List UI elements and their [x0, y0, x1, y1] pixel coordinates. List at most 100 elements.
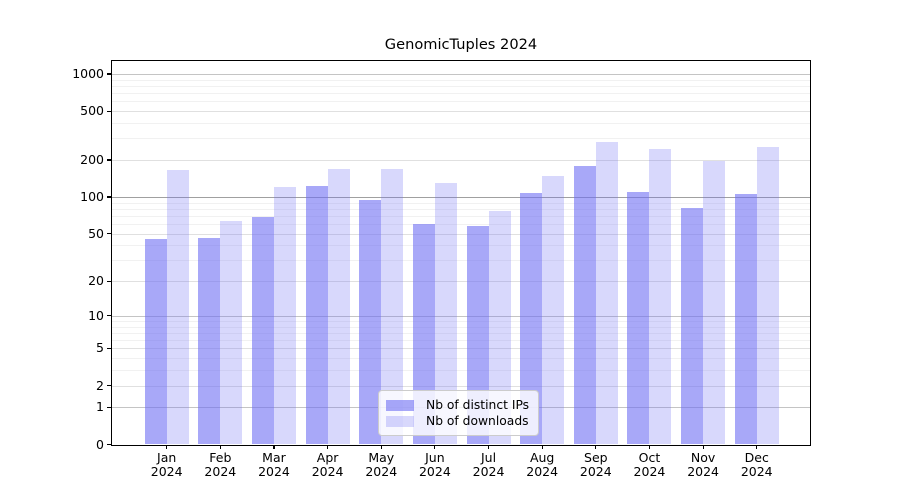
bar-distinct-ips-jul: [466, 225, 489, 445]
x-tick: [166, 444, 168, 449]
y-tick-label: 0: [96, 436, 104, 452]
x-tick: [434, 444, 436, 449]
x-tick-label: Feb 2024: [204, 449, 237, 479]
y-tick: [107, 406, 112, 408]
legend-swatch-downloads: [386, 415, 414, 427]
bar-downloads-apr: [327, 169, 350, 445]
y-tick-label: 20: [88, 273, 104, 289]
legend-row-distinct-ips: Nb of distinct IPs: [386, 398, 529, 412]
bar-distinct-ips-jun: [412, 224, 435, 445]
bar-distinct-ips-sep: [573, 166, 596, 445]
gridline-minor: [112, 332, 810, 334]
gridline-major: [112, 281, 810, 283]
gridline-minor: [112, 326, 810, 328]
y-tick-label: 50: [88, 225, 104, 241]
gridline-minor: [112, 101, 810, 103]
legend-row-downloads: Nb of downloads: [386, 414, 529, 428]
legend-label-downloads: Nb of downloads: [426, 414, 529, 428]
gridline-major: [112, 160, 810, 162]
y-tick-label: 200: [80, 152, 104, 168]
y-tick-label: 10: [88, 307, 104, 323]
y-tick-label: 2: [96, 377, 104, 393]
x-tick: [487, 444, 490, 449]
x-tick-label: Oct 2024: [633, 449, 666, 479]
gridline-minor: [112, 215, 810, 217]
bar-distinct-ips-aug: [520, 193, 543, 445]
legend-swatch-distinct-ips: [386, 399, 414, 411]
y-tick: [107, 443, 112, 446]
x-tick-label: Jun 2024: [418, 449, 451, 479]
gridline-major: [112, 197, 810, 198]
bar-downloads-jul: [488, 210, 511, 445]
x-tick: [595, 444, 597, 449]
y-tick-label: 500: [80, 103, 104, 119]
bar-downloads-sep: [595, 141, 618, 445]
x-tick: [541, 444, 543, 449]
gridline-minor: [112, 138, 810, 140]
x-tick-label: Aug 2024: [526, 449, 559, 479]
gridline-major: [112, 348, 810, 350]
x-tick-label: May 2024: [365, 449, 398, 479]
gridline-major: [112, 233, 810, 235]
bar-downloads-jan: [166, 170, 189, 445]
x-tick: [756, 444, 758, 449]
gridline-minor: [112, 321, 810, 323]
x-tick: [380, 444, 382, 449]
y-tick: [107, 315, 112, 317]
gridline-minor: [112, 260, 810, 262]
gridline-minor: [112, 208, 810, 210]
gridline-minor: [112, 358, 810, 360]
y-tick: [107, 196, 112, 198]
bar-distinct-ips-feb: [198, 238, 221, 445]
x-tick-label: Apr 2024: [311, 449, 344, 479]
gridline-minor: [112, 123, 810, 125]
x-tick: [273, 444, 275, 449]
x-tick-label: Sep 2024: [579, 449, 612, 479]
bar-distinct-ips-apr: [305, 186, 328, 445]
legend-label-distinct-ips: Nb of distinct IPs: [426, 398, 530, 412]
gridline-minor: [112, 224, 810, 226]
x-tick: [648, 444, 651, 449]
gridline-minor: [112, 93, 810, 95]
gridline-minor: [112, 370, 810, 372]
x-tick: [219, 444, 221, 449]
gridline-major: [112, 385, 810, 387]
x-tick-label: Mar 2024: [258, 449, 290, 479]
gridline-major: [112, 74, 810, 75]
bar-downloads-may: [381, 169, 404, 445]
y-tick: [107, 347, 112, 349]
bar-distinct-ips-mar: [251, 217, 274, 445]
gridline-minor: [112, 79, 810, 81]
y-tick-label: 1000: [72, 66, 104, 81]
x-tick-label: Jul 2024: [472, 449, 505, 479]
x-tick-label: Jan 2024: [150, 449, 183, 479]
x-tick-label: Nov 2024: [687, 449, 719, 479]
bar-distinct-ips-may: [359, 200, 382, 445]
bar-downloads-feb: [220, 220, 243, 445]
gridline-minor: [112, 245, 810, 247]
y-tick: [107, 110, 112, 112]
y-tick: [107, 73, 112, 75]
bar-downloads-aug: [542, 176, 565, 445]
bar-distinct-ips-dec: [734, 194, 757, 445]
bar-downloads-oct: [649, 149, 672, 445]
y-tick: [107, 280, 112, 282]
bar-distinct-ips-oct: [627, 191, 650, 445]
x-tick: [702, 444, 704, 449]
y-tick: [107, 233, 112, 235]
bar-downloads-mar: [273, 186, 296, 445]
gridline-minor: [112, 340, 810, 342]
legend: Nb of distinct IPs Nb of downloads: [378, 390, 540, 436]
bar-downloads-nov: [703, 161, 726, 445]
bar-downloads-jun: [434, 182, 457, 445]
bar-distinct-ips-nov: [681, 207, 704, 445]
y-tick: [107, 159, 112, 161]
bar-downloads-dec: [756, 146, 779, 445]
x-tick: [327, 444, 329, 449]
y-tick: [107, 384, 112, 387]
y-tick-label: 1: [96, 399, 104, 415]
x-tick-label: Dec 2024: [740, 449, 773, 479]
bar-distinct-ips-jan: [144, 239, 167, 445]
y-tick-label: 100: [80, 189, 104, 204]
